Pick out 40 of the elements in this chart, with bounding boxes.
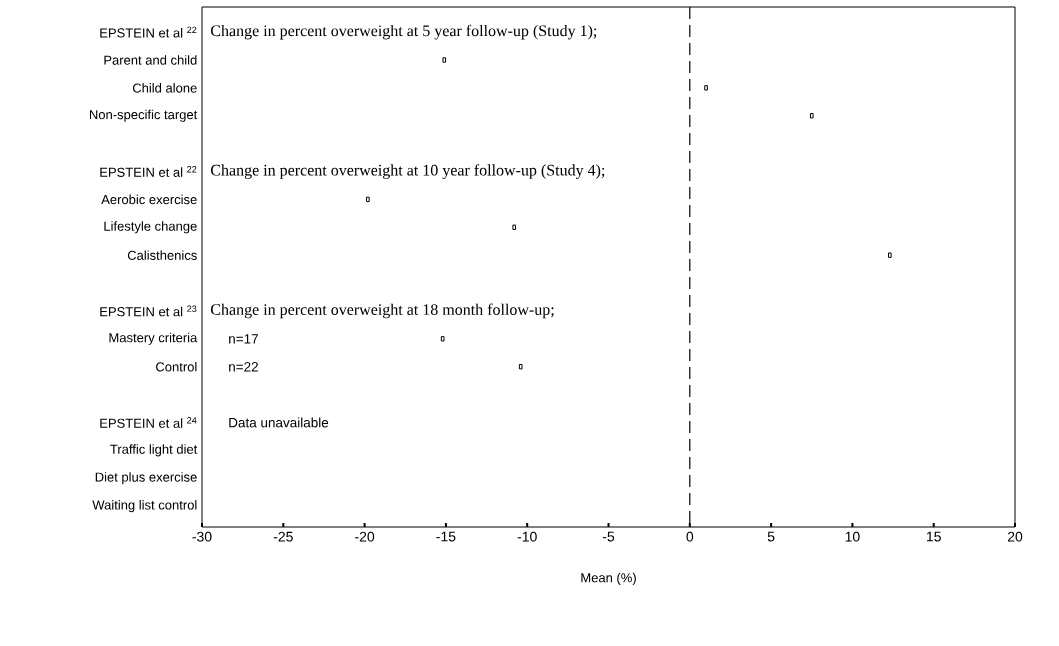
- x-tick-label: 10: [845, 531, 860, 542]
- y-tick-label: EPSTEIN et al $^{23}$: [100, 305, 197, 317]
- x-tick-label: -10: [517, 531, 537, 542]
- y-tick-label: Lifestyle change: [104, 221, 197, 234]
- x-tick-label: -30: [192, 531, 212, 542]
- point: [512, 224, 517, 230]
- y-tick-label: Diet plus exercise: [95, 472, 197, 485]
- x-tick-label: -20: [355, 531, 375, 542]
- annotation: Data unavailable: [229, 417, 329, 428]
- annotation: Change in percent overweight at 18 month follow-up;: [210, 303, 554, 319]
- y-tick-label: EPSTEIN et al $^{22}$: [100, 166, 197, 177]
- point: [809, 113, 814, 119]
- point: [704, 85, 708, 91]
- x-tick-label: 15: [926, 531, 941, 542]
- x-axis-title: Mean (%): [581, 572, 636, 585]
- x-tick-label: -5: [602, 531, 615, 542]
- y-tick-label: Aerobic exercise: [101, 194, 197, 205]
- annotation: Change in percent overweight at 10 year follow-up (Study 4);: [210, 164, 605, 179]
- point: [518, 363, 523, 370]
- y-tick-label: Traffic light diet: [110, 444, 198, 457]
- x-tick-label: -15: [436, 531, 456, 542]
- y-tick-label: Child alone: [132, 83, 197, 93]
- x-tick-label: 0: [686, 531, 694, 542]
- y-tick-label: EPSTEIN et al $^{24}$: [100, 417, 197, 428]
- y-tick-label: Control: [156, 361, 197, 372]
- y-tick-label: Waiting list control: [92, 500, 197, 513]
- x-tick-label: -25: [273, 531, 293, 542]
- y-tick-label: Non-specific target: [89, 109, 198, 122]
- y-tick-label: Calisthenics: [127, 250, 197, 260]
- annotation: n=17: [229, 334, 258, 344]
- x-tick-label: 5: [767, 531, 775, 542]
- y-tick-label: EPSTEIN et al $^{22}$: [100, 26, 197, 38]
- point: [440, 336, 445, 342]
- point: [442, 57, 447, 63]
- y-tick-label: Parent and child: [104, 55, 197, 65]
- point: [887, 252, 892, 258]
- annotation: Change in percent overweight at 5 year follow-up (Study 1);: [210, 24, 597, 40]
- y-tick-label: Mastery criteria: [109, 332, 198, 345]
- x-tick-label: 20: [1007, 531, 1023, 542]
- annotation: n=22: [229, 361, 258, 372]
